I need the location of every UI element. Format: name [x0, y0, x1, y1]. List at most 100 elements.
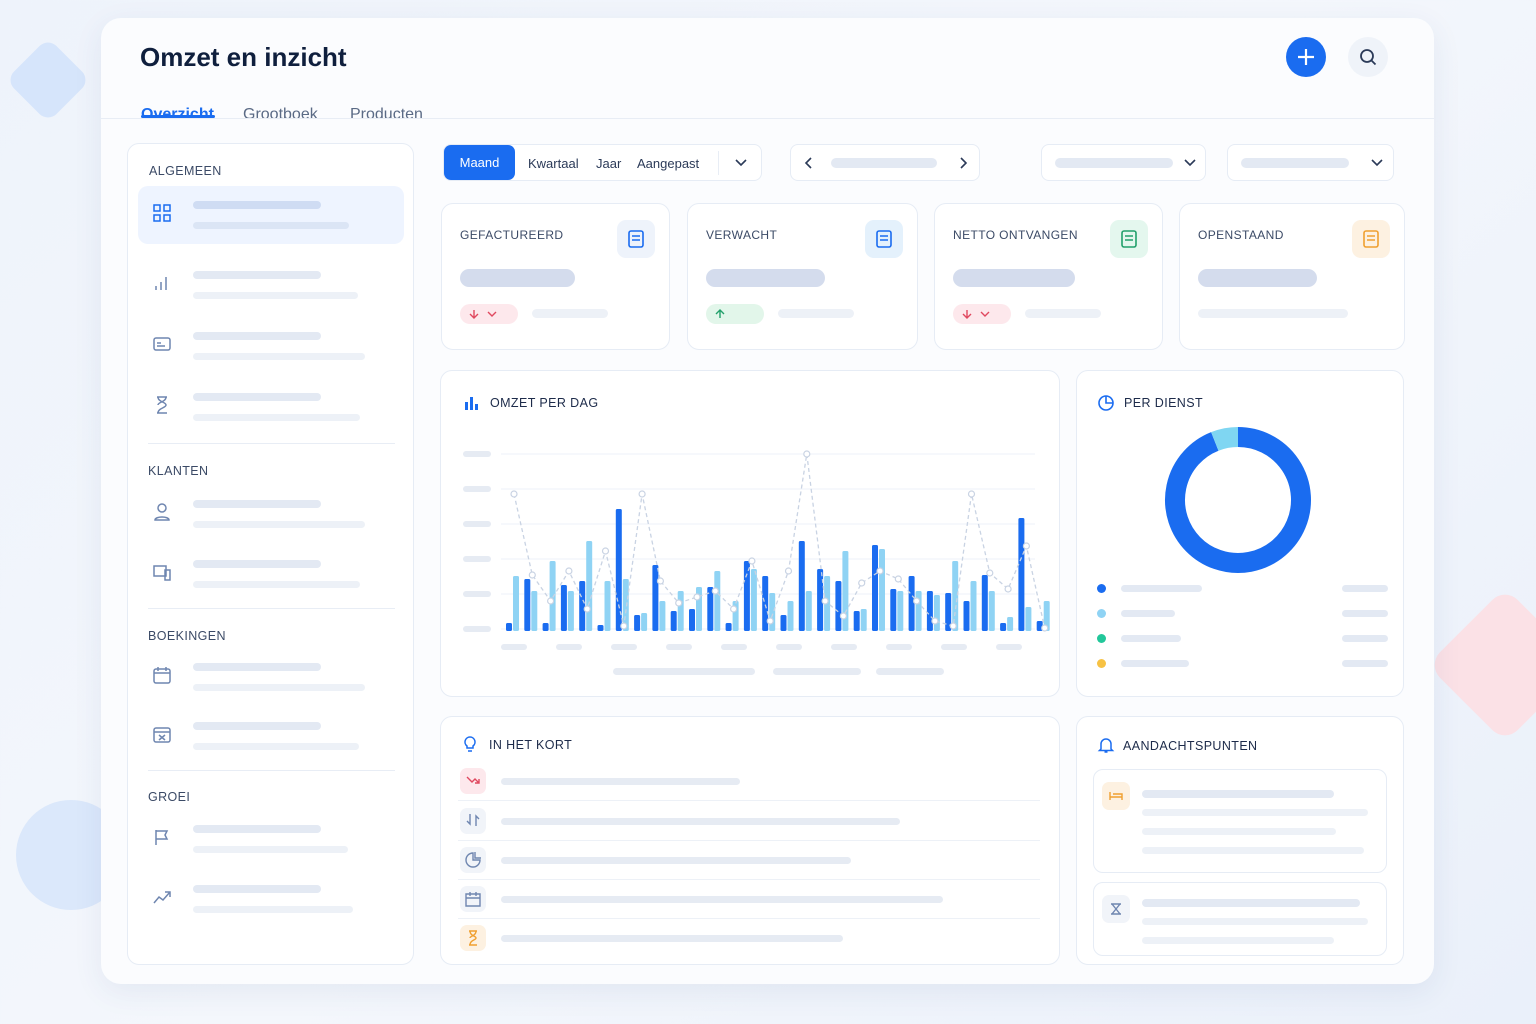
skeleton	[556, 644, 582, 650]
icon	[1102, 895, 1130, 923]
dropdown-chevron[interactable]	[734, 157, 748, 169]
add-button[interactable]	[1286, 37, 1326, 77]
chevron	[1371, 159, 1383, 167]
skeleton	[1121, 660, 1189, 667]
bar	[597, 625, 604, 631]
skeleton	[941, 644, 967, 650]
line-point	[748, 557, 756, 565]
next-button[interactable]	[957, 156, 969, 170]
line	[513, 453, 1046, 629]
line-point	[601, 547, 610, 555]
skeleton	[463, 521, 491, 527]
skeleton	[953, 269, 1075, 287]
sidebar-item-active[interactable]	[138, 186, 404, 244]
skeleton	[1142, 828, 1336, 835]
bar	[659, 601, 666, 631]
skeleton	[463, 626, 491, 632]
skeleton	[193, 846, 348, 853]
bar	[1025, 607, 1032, 631]
skeleton	[611, 644, 637, 650]
bar	[634, 615, 641, 631]
divider	[148, 770, 395, 771]
line-point	[986, 569, 994, 577]
section-label: GROEI	[148, 790, 191, 804]
nav-icon	[152, 562, 172, 582]
trend-badge	[460, 304, 518, 324]
line-point	[858, 579, 866, 587]
skeleton	[501, 935, 843, 942]
bar	[963, 601, 970, 631]
skeleton	[613, 668, 755, 675]
row-icon	[460, 925, 486, 951]
bar	[853, 611, 860, 631]
dropdown[interactable]	[1227, 144, 1394, 181]
skeleton	[463, 556, 491, 562]
skeleton	[193, 906, 353, 913]
line-point	[546, 597, 555, 605]
period-button[interactable]: Maand	[444, 145, 515, 180]
skeleton	[776, 644, 802, 650]
tab[interactable]: Grootboek	[243, 106, 318, 123]
skeleton	[1241, 158, 1349, 168]
skeleton	[773, 668, 861, 675]
card-title: OMZET PER DAG	[490, 396, 599, 410]
line-point	[675, 599, 683, 607]
skeleton	[463, 451, 491, 457]
donut-card: PER DIENST	[1076, 370, 1404, 697]
line-point	[1004, 585, 1012, 593]
tab[interactable]: Producten	[350, 106, 423, 123]
bar	[1018, 518, 1025, 631]
bar	[787, 601, 794, 631]
kpi-card: GEFACTUREERD	[441, 203, 670, 350]
chevron	[1184, 159, 1196, 167]
row-icon	[460, 808, 486, 834]
dropdown[interactable]	[1041, 144, 1206, 181]
kpi-label: VERWACHT	[706, 228, 778, 242]
skeleton	[996, 644, 1022, 650]
skeleton	[1198, 269, 1317, 287]
alert-item[interactable]	[1093, 769, 1387, 873]
line-point	[931, 617, 939, 625]
divider	[458, 879, 1040, 880]
bar	[890, 589, 897, 631]
kpi-card: OPENSTAAND	[1179, 203, 1405, 350]
bar	[915, 591, 922, 631]
period-button[interactable]: Kwartaal	[528, 156, 579, 171]
bar	[926, 591, 933, 631]
nav-icon	[152, 827, 172, 847]
period-button[interactable]: Aangepast	[637, 156, 700, 171]
skeleton	[193, 663, 321, 671]
line-point	[711, 587, 719, 595]
bar	[641, 613, 648, 631]
skeleton	[1142, 790, 1334, 798]
alert-item[interactable]	[1093, 882, 1387, 956]
kpi-icon	[865, 220, 903, 258]
search-button[interactable]	[1348, 37, 1388, 77]
period-button[interactable]: Jaar	[596, 156, 622, 171]
bar	[780, 615, 787, 631]
skeleton	[193, 500, 321, 508]
bar	[750, 569, 757, 631]
bar	[879, 549, 885, 631]
skeleton	[1142, 918, 1368, 925]
skeleton	[666, 644, 692, 650]
bar	[988, 591, 995, 631]
trend-badge	[706, 304, 764, 324]
skeleton	[193, 353, 365, 360]
bar	[945, 593, 952, 631]
prev-button[interactable]	[803, 156, 815, 170]
card-title: AANDACHTSPUNTEN	[1123, 739, 1258, 753]
skeleton	[193, 560, 321, 568]
legend-dot	[1097, 634, 1106, 643]
bar	[872, 545, 878, 631]
skeleton	[1342, 635, 1388, 642]
skeleton	[460, 269, 575, 287]
skeleton	[1198, 309, 1348, 318]
nav-icon	[152, 334, 172, 354]
divider	[458, 918, 1040, 919]
skeleton	[463, 591, 491, 597]
divider	[148, 608, 395, 609]
bar-chart	[463, 450, 1050, 675]
skeleton	[193, 825, 321, 833]
